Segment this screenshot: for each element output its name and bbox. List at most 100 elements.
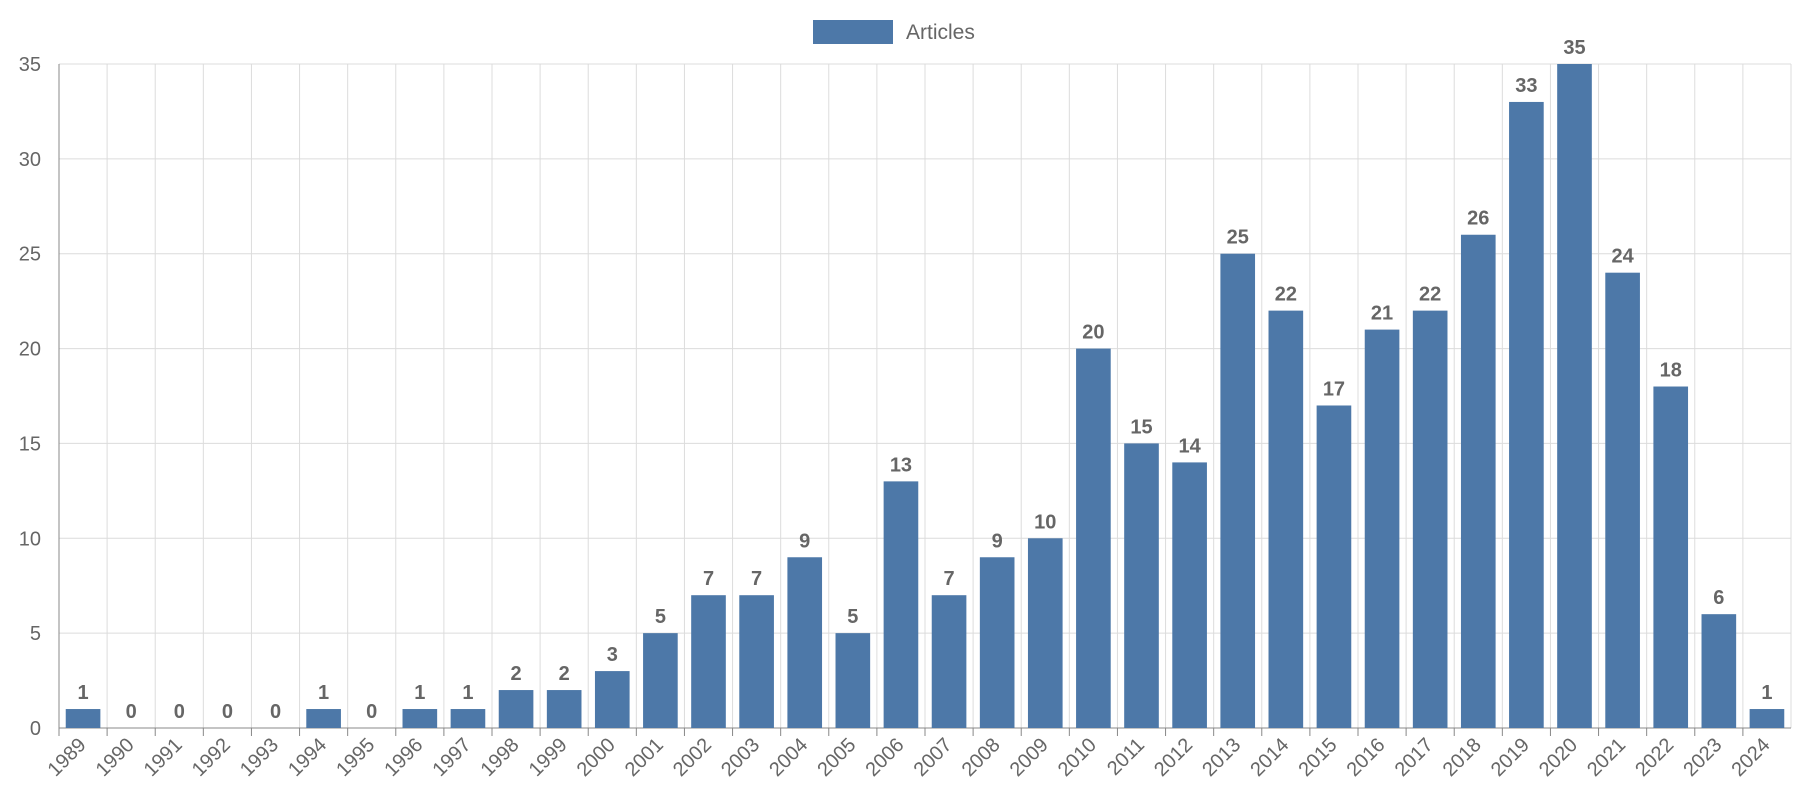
x-tick-label: 2012 [1150,734,1197,781]
grid-layer [58,63,1792,729]
bar-2005[interactable] [835,633,871,728]
x-tick-label: 2021 [1583,734,1630,781]
legend[interactable]: Articles [813,20,975,44]
bar-2002[interactable] [691,595,726,728]
data-label-2004: 9 [799,530,810,552]
bar-2010[interactable] [1076,348,1111,728]
x-tick-label: 1989 [44,734,91,781]
bar-2001[interactable] [643,633,678,728]
y-tick-label: 10 [19,528,41,550]
bar-2024[interactable] [1749,709,1785,728]
bar-2006[interactable] [883,481,919,728]
bar-2017[interactable] [1412,310,1448,728]
x-tick-label: 1998 [477,734,524,781]
bar-2015[interactable] [1316,405,1352,728]
x-tick-label: 1992 [188,734,235,781]
x-tick-label: 2004 [765,734,812,781]
data-label-2007: 7 [943,568,954,590]
data-label-2022: 18 [1660,360,1682,382]
y-tick-label: 15 [19,433,41,455]
data-label-2008: 9 [992,530,1003,552]
bar-2011[interactable] [1124,443,1159,728]
bar-2004[interactable] [787,557,823,728]
bar-2018[interactable] [1460,234,1496,728]
x-tick-label: 2011 [1103,734,1149,780]
data-label-2010: 20 [1082,322,1104,344]
data-label-1989: 1 [77,682,88,704]
x-tick-label: 2020 [1535,734,1582,781]
x-tick-label: 1994 [284,734,331,781]
x-tick-label: 2008 [958,734,1005,781]
data-label-2017: 22 [1419,284,1441,306]
data-label-1997: 1 [462,682,473,704]
data-label-2011: 15 [1130,416,1152,438]
bar-2000[interactable] [594,671,630,728]
legend-label-articles: Articles [906,21,975,44]
bar-2008[interactable] [979,557,1015,728]
x-tick-label: 2018 [1439,734,1486,781]
y-tick-label: 30 [19,149,41,171]
bar-2016[interactable] [1364,329,1400,728]
x-tick-label: 1996 [380,734,427,781]
y-tick-label: 25 [19,244,41,266]
x-tick-label: 1995 [332,734,379,781]
data-label-1991: 0 [174,701,185,723]
bar-2012[interactable] [1172,462,1207,728]
bar-1996[interactable] [402,709,438,728]
x-tick-label: 1997 [428,734,475,781]
data-label-2024: 1 [1761,682,1772,704]
bar-2014[interactable] [1268,310,1304,728]
data-label-2016: 21 [1371,303,1393,325]
bar-2007[interactable] [931,595,967,728]
bar-1989[interactable] [65,709,101,728]
data-label-1998: 2 [510,663,521,685]
x-tick-label: 2005 [813,734,860,781]
data-label-2023: 6 [1713,587,1724,609]
x-tick-label: 2007 [910,734,957,781]
bar-1998[interactable] [498,690,534,728]
data-label-2000: 3 [607,644,618,666]
x-tick-label: 2023 [1679,734,1726,781]
x-tick-label: 2024 [1727,734,1774,781]
x-tick-label: 2001 [621,734,668,781]
data-label-1993: 0 [270,701,281,723]
x-tick-label: 1991 [140,734,187,781]
data-label-2018: 26 [1467,208,1489,230]
bar-1994[interactable] [306,709,341,728]
data-label-2002: 7 [703,568,714,590]
x-tick-label: 1990 [92,734,139,781]
x-tick-label: 2000 [573,734,620,781]
x-tick-label: 2017 [1391,734,1438,781]
bar-2009[interactable] [1027,538,1063,728]
data-label-2014: 22 [1275,284,1297,306]
data-label-1995: 0 [366,701,377,723]
bar-2020[interactable] [1557,64,1592,728]
bar-2021[interactable] [1605,272,1640,728]
x-tick-label: 2015 [1294,734,1341,781]
data-label-2009: 10 [1034,511,1056,533]
x-tick-label: 2019 [1487,734,1534,781]
x-tick-label: 2009 [1006,734,1053,781]
data-label-2003: 7 [751,568,762,590]
bar-2003[interactable] [739,595,774,728]
data-label-2006: 13 [890,454,912,476]
data-label-2012: 14 [1178,435,1201,457]
data-label-2015: 17 [1323,378,1345,400]
bar-2013[interactable] [1220,253,1256,728]
bar-2023[interactable] [1701,614,1737,728]
x-tick-label: 2006 [861,734,908,781]
x-tick-label: 2002 [669,734,716,781]
bar-1997[interactable] [450,709,486,728]
data-label-2001: 5 [655,606,666,628]
y-tick-label: 5 [30,623,41,645]
data-label-2019: 33 [1515,75,1537,97]
y-tick-label: 20 [19,339,41,361]
bar-2022[interactable] [1653,386,1689,728]
bar-2019[interactable] [1509,101,1544,728]
data-label-1999: 2 [559,663,570,685]
data-label-2021: 24 [1611,246,1634,268]
data-label-1990: 0 [126,701,137,723]
bar-1999[interactable] [546,690,582,728]
